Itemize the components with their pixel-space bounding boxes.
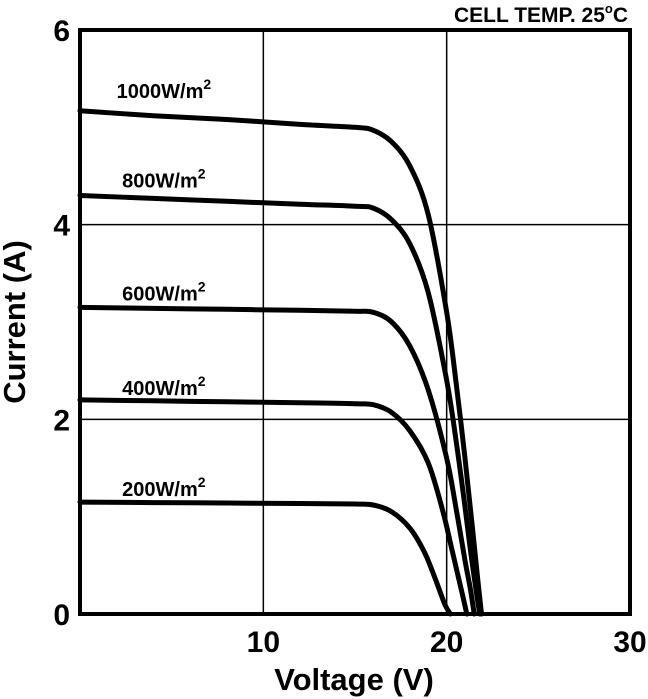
cell-temp-text: CELL TEMP. 25 bbox=[454, 4, 605, 27]
y-axis-title: Current (A) bbox=[0, 240, 32, 404]
series-label-sup: 2 bbox=[198, 474, 206, 490]
y-tick-label: 6 bbox=[53, 15, 70, 48]
series-label-text: 400W/m bbox=[122, 378, 198, 400]
series-label-3: 400W/m2 bbox=[122, 373, 206, 400]
series-label-text: 200W/m bbox=[122, 479, 198, 501]
cell-temp-unit: C bbox=[613, 4, 628, 27]
series-curve-2 bbox=[77, 304, 477, 617]
y-tick-label: 4 bbox=[53, 210, 70, 243]
series-label-sup: 2 bbox=[198, 166, 206, 182]
x-tick-label: 20 bbox=[430, 626, 463, 659]
x-tick-label: 30 bbox=[613, 626, 646, 659]
x-tick-label: 10 bbox=[247, 626, 280, 659]
series-label-sup: 2 bbox=[198, 279, 206, 295]
y-tick-label: 2 bbox=[53, 404, 70, 437]
series-label-text: 1000W/m bbox=[117, 81, 204, 103]
cell-temp-annotation: CELL TEMP. 25oC bbox=[454, 1, 628, 27]
tick-labels: 10 20 30 0 2 4 6 bbox=[53, 15, 646, 659]
series-label-text: 800W/m bbox=[122, 171, 198, 193]
series-label-2: 600W/m2 bbox=[122, 279, 206, 306]
x-axis-title: Voltage (V) bbox=[274, 662, 434, 697]
y-tick-label: 0 bbox=[53, 599, 70, 632]
series-curves bbox=[77, 108, 484, 617]
series-label-0: 1000W/m2 bbox=[117, 76, 212, 103]
series-label-text: 600W/m bbox=[122, 284, 198, 306]
plot-frame bbox=[78, 28, 632, 616]
series-label-4: 200W/m2 bbox=[122, 474, 206, 501]
degree-sign: o bbox=[605, 1, 613, 16]
series-curve-0 bbox=[77, 108, 484, 617]
series-label-sup: 2 bbox=[198, 373, 206, 389]
series-curve-3 bbox=[77, 397, 470, 617]
series-label-sup: 2 bbox=[203, 76, 211, 92]
series-curve-4 bbox=[77, 499, 453, 617]
series-curve-1 bbox=[77, 193, 483, 617]
series-label-1: 800W/m2 bbox=[122, 166, 206, 193]
